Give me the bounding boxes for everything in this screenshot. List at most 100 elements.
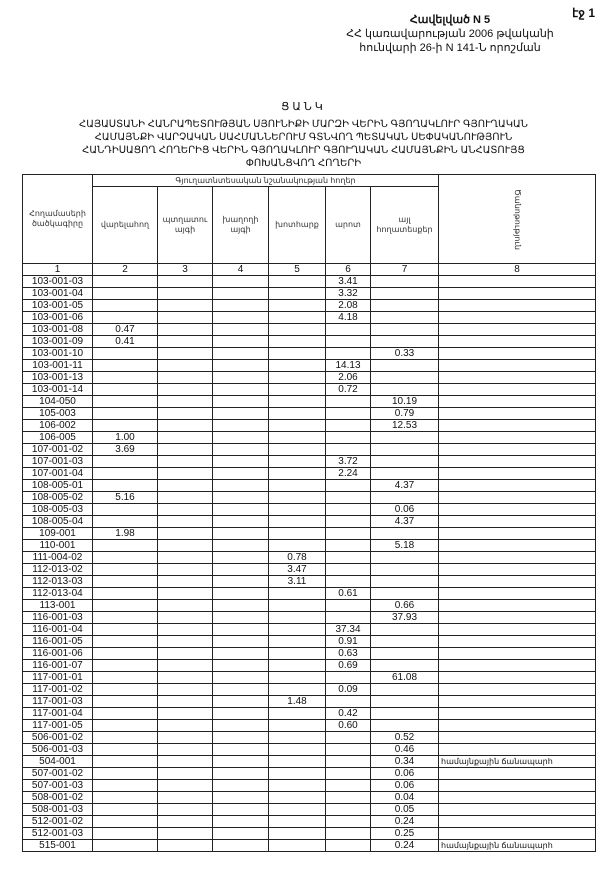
cell-land-code: 108-005-03 (22, 503, 93, 516)
cell-vineyard (212, 671, 269, 684)
table-row: 107-001-02 3.69 (22, 443, 596, 456)
cell-orchard (157, 755, 213, 768)
cell-land-code: 507-001-03 (22, 779, 93, 792)
cell-arable (92, 359, 158, 372)
cell-other-land (370, 695, 439, 708)
cell-land-code: 508-001-02 (22, 791, 93, 804)
cell-note (438, 623, 596, 636)
cell-orchard (157, 803, 213, 816)
cell-pasture: 0.09 (325, 683, 371, 696)
cell-pasture (325, 743, 371, 756)
cell-other-land (370, 719, 439, 732)
cell-note (438, 503, 596, 516)
cell-arable (92, 719, 158, 732)
table-row: 107-001-04 2.24 (22, 467, 596, 480)
cell-pasture (325, 419, 371, 432)
cell-orchard (157, 671, 213, 684)
cell-hayfield (268, 491, 326, 504)
cell-hayfield (268, 611, 326, 624)
cell-land-code: 117-001-03 (22, 695, 93, 708)
cell-other-land (370, 335, 439, 348)
cell-pasture (325, 515, 371, 528)
cell-other-land (370, 467, 439, 480)
subtitle-line: ՀԱՅԱՍՏԱՆԻ ՀԱՆՐԱՊԵՏՈՒԹՅԱՆ ՍՅՈՒՆԻՔԻ ՄԱՐԶԻ … (79, 119, 528, 130)
cell-other-land: 0.34 (370, 755, 439, 768)
table-row: 103-001-03 3.41 (22, 275, 596, 288)
cell-arable (92, 575, 158, 588)
page-number: էջ 1 (572, 6, 595, 20)
cell-note (438, 491, 596, 504)
cell-orchard (157, 419, 213, 432)
cell-arable: 0.47 (92, 323, 158, 336)
table-row: 512-001-03 0.25 (22, 827, 596, 840)
cell-orchard (157, 431, 213, 444)
cell-hayfield (268, 347, 326, 360)
cell-other-land (370, 491, 439, 504)
cell-orchard (157, 839, 213, 852)
cell-arable (92, 791, 158, 804)
header-land-code: Հողամասերի ծածկագիրը (22, 174, 93, 264)
cell-vineyard (212, 683, 269, 696)
cell-other-land: 0.05 (370, 803, 439, 816)
cell-arable (92, 671, 158, 684)
table-row: 504-001 0.34 համայնքային ճանապարհ (22, 755, 596, 768)
table-row: 107-001-03 3.72 (22, 455, 596, 468)
cell-orchard (157, 695, 213, 708)
cell-vineyard (212, 659, 269, 672)
cell-note (438, 443, 596, 456)
cell-note (438, 347, 596, 360)
cell-land-code: 103-001-14 (22, 383, 93, 396)
cell-orchard (157, 827, 213, 840)
cell-pasture (325, 395, 371, 408)
cell-note (438, 299, 596, 312)
cell-vineyard (212, 395, 269, 408)
cell-orchard (157, 395, 213, 408)
cell-vineyard (212, 575, 269, 588)
cell-vineyard (212, 827, 269, 840)
cell-hayfield (268, 803, 326, 816)
cell-pasture (325, 839, 371, 852)
cell-pasture (325, 335, 371, 348)
cell-arable (92, 707, 158, 720)
cell-note (438, 359, 596, 372)
cell-note (438, 611, 596, 624)
cell-arable (92, 371, 158, 384)
table-row: 117-001-05 0.60 (22, 719, 596, 732)
cell-land-code: 104-050 (22, 395, 93, 408)
cell-hayfield (268, 599, 326, 612)
table-row: 103-001-11 14.13 (22, 359, 596, 372)
table-row: 103-001-14 0.72 (22, 383, 596, 396)
cell-pasture (325, 611, 371, 624)
cell-note (438, 479, 596, 492)
cell-land-code: 110-001 (22, 539, 93, 552)
cell-arable (92, 623, 158, 636)
table-row: 108-005-02 5.16 (22, 491, 596, 504)
cell-pasture: 2.08 (325, 299, 371, 312)
cell-land-code: 117-001-01 (22, 671, 93, 684)
cell-note (438, 707, 596, 720)
cell-land-code: 105-003 (22, 407, 93, 420)
cell-arable (92, 455, 158, 468)
cell-note (438, 767, 596, 780)
cell-other-land (370, 311, 439, 324)
cell-orchard (157, 359, 213, 372)
cell-orchard (157, 491, 213, 504)
cell-arable (92, 407, 158, 420)
table-row: 113-001 0.66 (22, 599, 596, 612)
cell-note (438, 515, 596, 528)
cell-orchard (157, 575, 213, 588)
cell-arable (92, 635, 158, 648)
cell-pasture: 2.06 (325, 371, 371, 384)
cell-land-code: 116-001-04 (22, 623, 93, 636)
cell-pasture (325, 599, 371, 612)
cell-vineyard (212, 779, 269, 792)
subtitle-line: ՀԱՄԱՅՆՔԻ ՎԱՐՉԱԿԱՆ ՍԱՀՄԱՆՆԵՐՈՒՄ ԳՏՆՎՈՂ ՊԵ… (94, 132, 513, 143)
cell-orchard (157, 443, 213, 456)
cell-vineyard (212, 491, 269, 504)
cell-other-land: 0.04 (370, 791, 439, 804)
table-row: 103-001-10 0.33 (22, 347, 596, 360)
cell-land-code: 117-001-05 (22, 719, 93, 732)
cell-orchard (157, 719, 213, 732)
cell-arable (92, 683, 158, 696)
